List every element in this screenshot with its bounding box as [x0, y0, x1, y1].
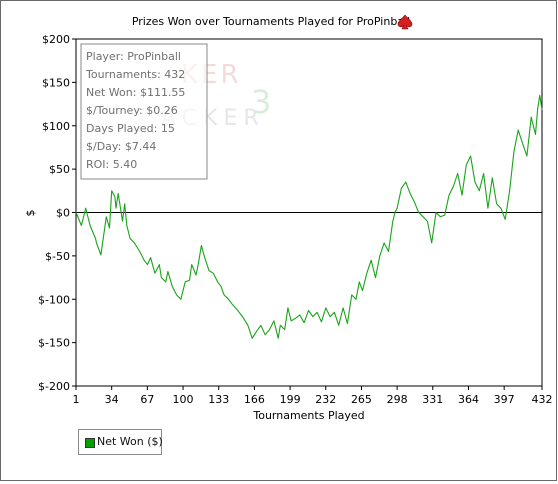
stats-per-tourney: $/Tourney: $0.26 [86, 104, 178, 117]
chart-title: Prizes Won over Tournaments Played for P… [132, 15, 410, 28]
y-tick-label: $-200 [38, 380, 70, 393]
stats-per-day: $/Day: $7.44 [86, 140, 156, 153]
x-tick-label: 432 [532, 393, 553, 406]
x-tick-label: 1 [73, 393, 80, 406]
stats-tournaments: Tournaments: 432 [85, 68, 185, 81]
x-tick-label: 298 [387, 393, 408, 406]
y-tick-label: $0 [56, 207, 70, 220]
x-tick-label: 265 [351, 393, 372, 406]
series-line-net-won [75, 94, 543, 339]
y-tick-label: $200 [42, 33, 70, 46]
legend-label-net-won: Net Won ($) [97, 435, 163, 448]
x-tick-label: 100 [173, 393, 194, 406]
stats-days-played: Days Played: 15 [86, 122, 175, 135]
y-axis: $200 $150 $100 $50 $0 $-50 $-100 $-150 $-200 [38, 33, 76, 393]
stats-roi: ROI: 5.40 [86, 158, 137, 171]
y-tick-label: $100 [42, 120, 70, 133]
x-tick-label: 67 [140, 393, 154, 406]
y-tick-label: $150 [42, 76, 70, 89]
y-axis-label: $ [24, 210, 37, 217]
stats-player: Player: ProPinball [86, 50, 181, 63]
x-tick-label: 166 [244, 393, 265, 406]
x-tick-label: 364 [458, 393, 479, 406]
y-tick-label: $50 [49, 163, 70, 176]
x-tick-label: 199 [280, 393, 301, 406]
stats-net-won: Net Won: $111.55 [86, 86, 185, 99]
x-tick-label: 34 [105, 393, 119, 406]
svg-text:3: 3 [251, 83, 271, 121]
y-tick-label: $-150 [38, 337, 70, 350]
x-tick-label: 397 [494, 393, 515, 406]
x-tick-label: 232 [315, 393, 336, 406]
legend: Net Won ($) [78, 429, 163, 455]
stats-box-border [80, 43, 208, 180]
legend-swatch-net-won [85, 438, 95, 448]
x-tick-label: 331 [422, 393, 443, 406]
spade-icon [397, 14, 413, 30]
y-tick-label: $-50 [45, 250, 70, 263]
x-axis: 1 34 67 100 133 166 199 232 265 298 331 364 397 432 [73, 386, 553, 406]
x-tick-label: 133 [208, 393, 229, 406]
y-tick-label: $-100 [38, 293, 70, 306]
stats-box: Player: ProPinball Tournaments: 432 Net … [80, 43, 208, 180]
x-axis-label: Tournaments Played [252, 409, 364, 422]
